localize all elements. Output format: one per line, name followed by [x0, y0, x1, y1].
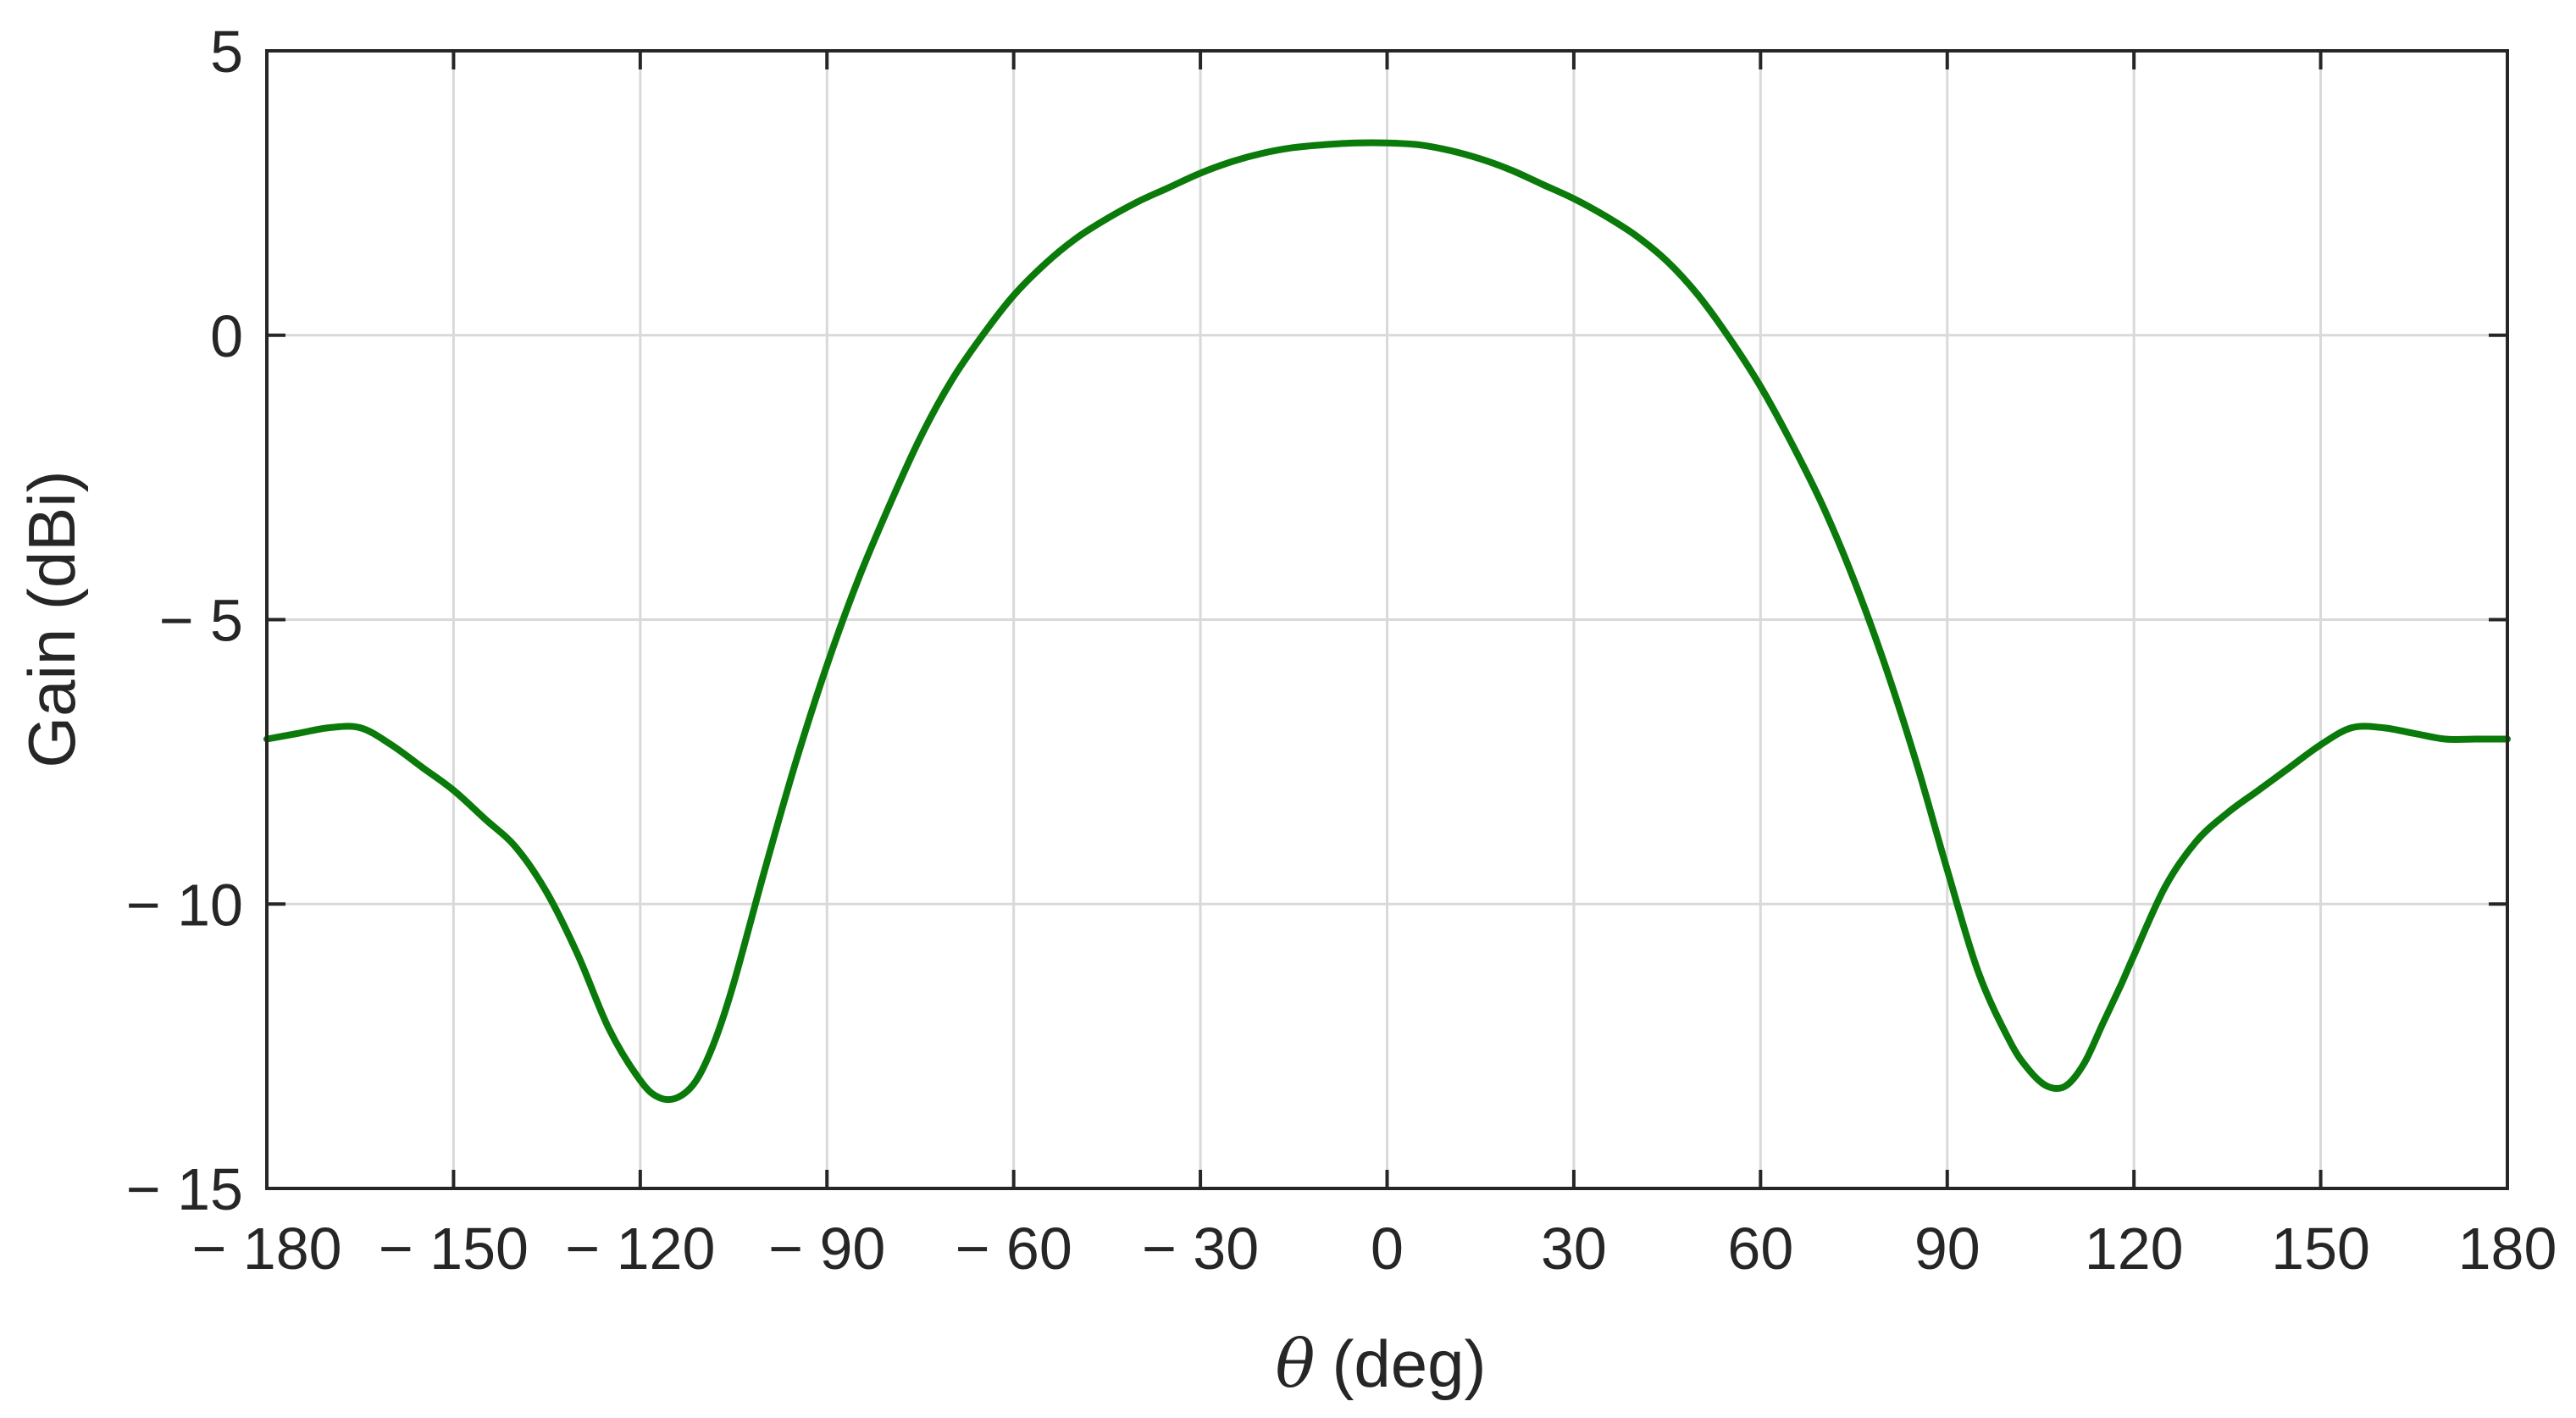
- x-tick-label: − 150: [379, 1216, 529, 1282]
- x-tick-label: 0: [1371, 1216, 1404, 1282]
- y-tick-label: − 10: [126, 872, 243, 938]
- x-tick-label: − 90: [768, 1216, 885, 1282]
- x-tick-label: − 30: [1142, 1216, 1259, 1282]
- y-axis-label: Gain (dBi): [14, 470, 89, 767]
- ticks-layer: − 180− 150− 120− 90− 60− 30 0 30 60 90 120 150…: [126, 19, 2557, 1282]
- y-tick-label: − 15: [126, 1156, 243, 1222]
- x-tick-label: − 60: [956, 1216, 1072, 1282]
- y-tick-label: 0: [210, 303, 243, 369]
- x-axis-label-symbol: θ: [1275, 1327, 1315, 1403]
- x-axis-label-unit: (deg): [1332, 1327, 1486, 1401]
- x-tick-label: − 180: [191, 1216, 341, 1282]
- x-tick-label: 180: [2458, 1216, 2557, 1282]
- series-layer: [263, 139, 2511, 1104]
- grid-layer: [267, 51, 2507, 1188]
- x-tick-label: − 120: [565, 1216, 715, 1282]
- x-tick-label: 90: [1914, 1216, 1980, 1282]
- x-tick-label: 150: [2271, 1216, 2370, 1282]
- y-tick-label: − 5: [159, 588, 243, 654]
- y-tick-label: 5: [210, 19, 243, 85]
- x-axis-label: θ (deg): [1275, 1327, 1486, 1403]
- x-tick-label: 30: [1541, 1216, 1607, 1282]
- x-tick-label: 120: [2085, 1216, 2184, 1282]
- x-tick-label: 60: [1727, 1216, 1793, 1282]
- gain-series-line: [263, 139, 2511, 1104]
- labels-layer: Gain (dBi) θ (deg): [14, 470, 1487, 1403]
